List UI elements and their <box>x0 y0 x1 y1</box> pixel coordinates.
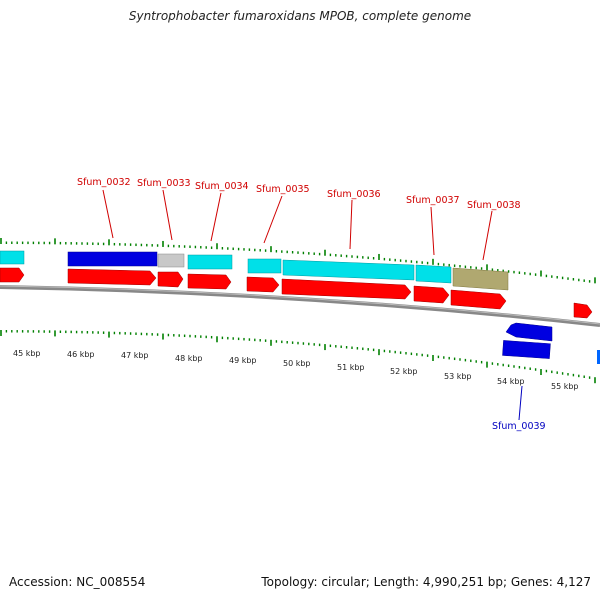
topology-text: Topology: circular; Length: 4,990,251 bp… <box>261 575 591 589</box>
gene-arrow-0033[interactable] <box>157 271 184 288</box>
feature-cyan-0034[interactable] <box>187 254 233 270</box>
label-leader-lines <box>102 189 523 421</box>
bottom-tick-row <box>0 330 596 384</box>
gene-label[interactable]: Sfum_0039 <box>492 421 546 432</box>
reverse-gene-track <box>502 322 600 364</box>
gene-arrow-0032[interactable] <box>67 268 157 286</box>
gene-label[interactable]: Sfum_0036 <box>327 189 381 200</box>
feature-cyan-left[interactable] <box>0 250 25 265</box>
scale-tick-label: 49 kbp <box>229 356 257 365</box>
top-tick-row <box>0 238 596 284</box>
gene-label-group: Sfum_0032 Sfum_0033 Sfum_0034 Sfum_0035 … <box>77 177 546 432</box>
gene-label[interactable]: Sfum_0033 <box>137 178 191 189</box>
outer-feature-track <box>0 250 509 291</box>
scale-tick-label: 45 kbp <box>13 349 41 358</box>
feature-blue-0032[interactable] <box>67 251 158 267</box>
scale-tick-label: 55 kbp <box>551 382 579 391</box>
accession-text: Accession: NC_008554 <box>9 575 146 589</box>
scale-tick-label: 46 kbp <box>67 350 95 359</box>
forward-gene-track <box>0 267 593 319</box>
gene-label[interactable]: Sfum_0035 <box>256 184 310 195</box>
scale-tick-label: 51 kbp <box>337 363 365 372</box>
gene-arrow-0039-reverse[interactable] <box>505 322 553 342</box>
scale-tick-label: 47 kbp <box>121 351 149 360</box>
gene-arrow-0034[interactable] <box>187 273 232 290</box>
scale-tick-label: 53 kbp <box>444 372 472 381</box>
genome-title: Syntrophobacter fumaroxidans MPOB, compl… <box>128 9 472 23</box>
scale-tick-label: 50 kbp <box>283 359 311 368</box>
scale-tick-label: 48 kbp <box>175 354 203 363</box>
genome-backbone <box>0 285 600 327</box>
gene-arrow-0037[interactable] <box>413 285 450 304</box>
scale-labels: 45 kbp 46 kbp 47 kbp 48 kbp 49 kbp 50 kb… <box>13 349 579 391</box>
gene-label[interactable]: Sfum_0034 <box>195 181 249 192</box>
gene-label[interactable]: Sfum_0037 <box>406 195 460 206</box>
feature-blue-edge[interactable] <box>597 350 600 364</box>
gene-label[interactable]: Sfum_0038 <box>467 200 521 211</box>
gene-arrow-0035[interactable] <box>246 276 280 293</box>
feature-gray-0033[interactable] <box>157 253 185 268</box>
gene-arrow-right[interactable] <box>573 302 593 319</box>
gene-label[interactable]: Sfum_0032 <box>77 177 131 188</box>
scale-tick-label: 54 kbp <box>497 377 525 386</box>
gene-arrow-left[interactable] <box>0 267 25 283</box>
feature-olive-0038[interactable] <box>452 267 509 291</box>
feature-blue-0039[interactable] <box>502 340 551 359</box>
gene-arrow-0036[interactable] <box>281 278 412 300</box>
feature-cyan-0037[interactable] <box>415 264 452 284</box>
scale-tick-label: 52 kbp <box>390 367 418 376</box>
feature-cyan-0036[interactable] <box>282 259 415 281</box>
gene-arrow-0038[interactable] <box>450 289 507 310</box>
feature-cyan-0035[interactable] <box>247 258 282 274</box>
